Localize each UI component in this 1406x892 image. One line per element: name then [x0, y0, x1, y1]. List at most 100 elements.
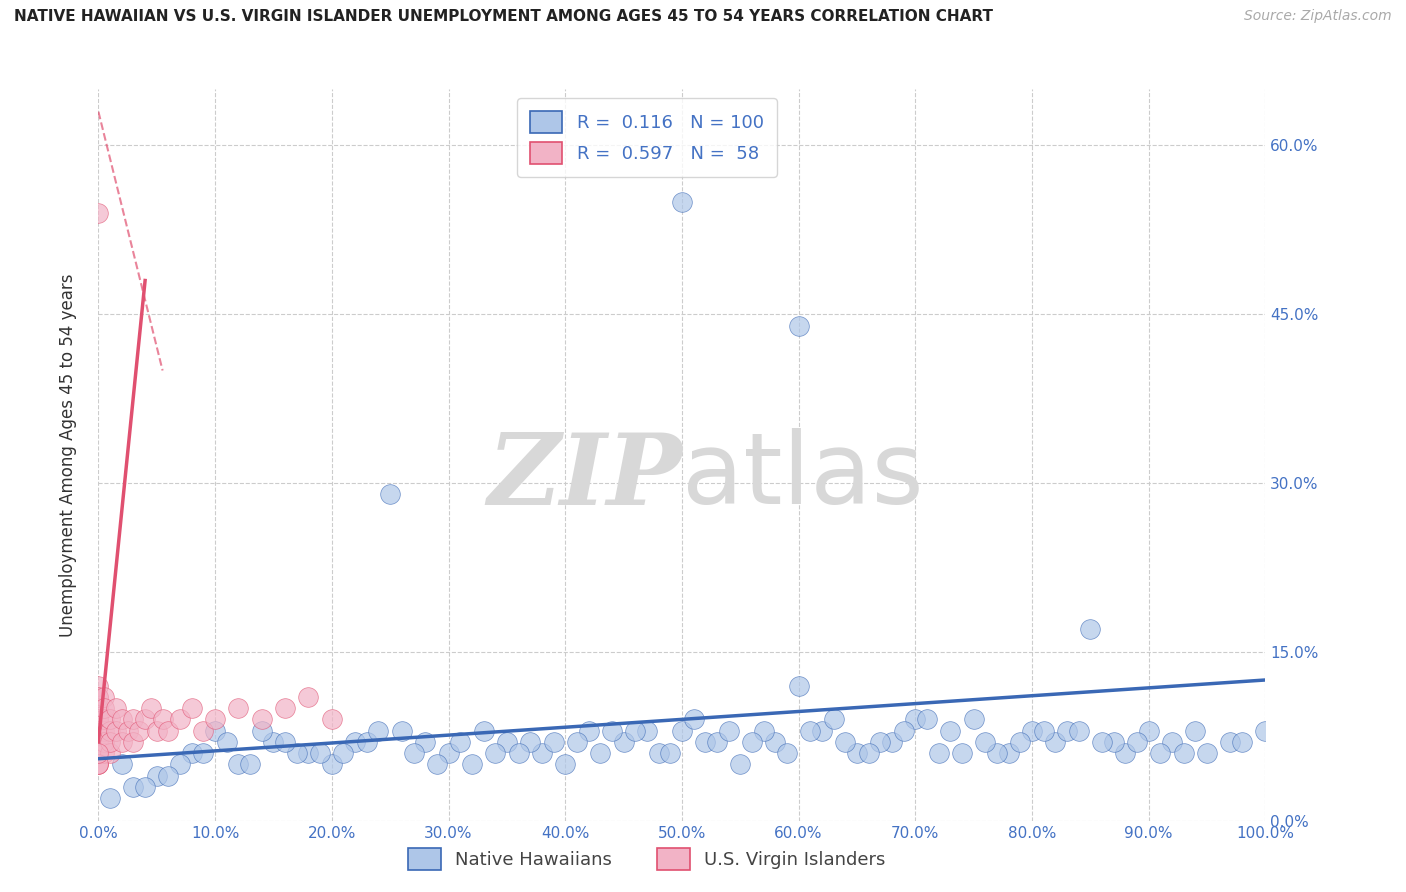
Point — [1080, 623, 1102, 637]
Point — [950, 746, 973, 760]
Point — [87, 712, 110, 726]
Point — [1126, 735, 1149, 749]
Point — [1010, 735, 1032, 749]
Point — [87, 746, 110, 760]
Point — [180, 701, 202, 715]
Point — [554, 757, 576, 772]
Point — [378, 487, 402, 501]
Point — [321, 712, 343, 726]
Point — [87, 735, 110, 749]
Point — [799, 723, 821, 738]
Point — [169, 712, 191, 726]
Point — [730, 757, 752, 772]
Point — [787, 318, 810, 333]
Point — [671, 194, 693, 209]
Point — [193, 723, 215, 738]
Point — [87, 679, 110, 693]
Point — [250, 723, 273, 738]
Point — [332, 746, 354, 760]
Point — [997, 746, 1019, 760]
Point — [180, 746, 202, 760]
Point — [122, 712, 145, 726]
Point — [1067, 723, 1090, 738]
Point — [87, 746, 110, 760]
Point — [87, 735, 110, 749]
Point — [437, 746, 460, 760]
Point — [87, 712, 110, 726]
Point — [391, 723, 413, 738]
Point — [962, 712, 984, 726]
Point — [93, 712, 115, 726]
Point — [752, 723, 775, 738]
Point — [93, 690, 115, 704]
Point — [706, 735, 728, 749]
Point — [823, 712, 845, 726]
Point — [98, 746, 121, 760]
Point — [413, 735, 436, 749]
Point — [858, 746, 880, 760]
Point — [274, 701, 297, 715]
Point — [869, 735, 891, 749]
Point — [146, 769, 169, 783]
Point — [274, 735, 297, 749]
Point — [449, 735, 471, 749]
Point — [776, 746, 799, 760]
Point — [152, 712, 174, 726]
Point — [122, 780, 145, 794]
Legend: Native Hawaiians, U.S. Virgin Islanders: Native Hawaiians, U.S. Virgin Islanders — [401, 841, 893, 878]
Point — [87, 701, 110, 715]
Point — [87, 735, 110, 749]
Point — [98, 723, 121, 738]
Point — [986, 746, 1008, 760]
Point — [543, 735, 565, 749]
Point — [1114, 746, 1136, 760]
Point — [1032, 723, 1054, 738]
Point — [228, 757, 250, 772]
Point — [356, 735, 378, 749]
Point — [671, 723, 693, 738]
Point — [262, 735, 284, 749]
Point — [636, 723, 658, 738]
Point — [204, 723, 226, 738]
Point — [1173, 746, 1195, 760]
Point — [495, 735, 517, 749]
Point — [87, 690, 110, 704]
Text: ZIP: ZIP — [486, 429, 682, 525]
Point — [1149, 746, 1171, 760]
Point — [1161, 735, 1184, 749]
Point — [682, 712, 704, 726]
Point — [204, 712, 226, 726]
Point — [519, 735, 541, 749]
Point — [695, 735, 717, 749]
Point — [893, 723, 915, 738]
Point — [111, 757, 134, 772]
Point — [111, 712, 134, 726]
Point — [659, 746, 682, 760]
Point — [93, 746, 115, 760]
Point — [104, 701, 127, 715]
Point — [1056, 723, 1078, 738]
Point — [741, 735, 763, 749]
Text: atlas: atlas — [682, 428, 924, 525]
Point — [250, 712, 273, 726]
Point — [904, 712, 927, 726]
Point — [939, 723, 962, 738]
Point — [157, 769, 180, 783]
Point — [811, 723, 834, 738]
Point — [117, 723, 139, 738]
Point — [169, 757, 191, 772]
Point — [1254, 723, 1277, 738]
Point — [1102, 735, 1125, 749]
Point — [530, 746, 553, 760]
Point — [1184, 723, 1206, 738]
Point — [139, 701, 162, 715]
Point — [87, 735, 110, 749]
Point — [1021, 723, 1043, 738]
Point — [915, 712, 938, 726]
Point — [787, 679, 810, 693]
Point — [228, 701, 250, 715]
Point — [87, 723, 110, 738]
Point — [297, 746, 319, 760]
Text: NATIVE HAWAIIAN VS U.S. VIRGIN ISLANDER UNEMPLOYMENT AMONG AGES 45 TO 54 YEARS C: NATIVE HAWAIIAN VS U.S. VIRGIN ISLANDER … — [14, 9, 993, 24]
Point — [98, 735, 121, 749]
